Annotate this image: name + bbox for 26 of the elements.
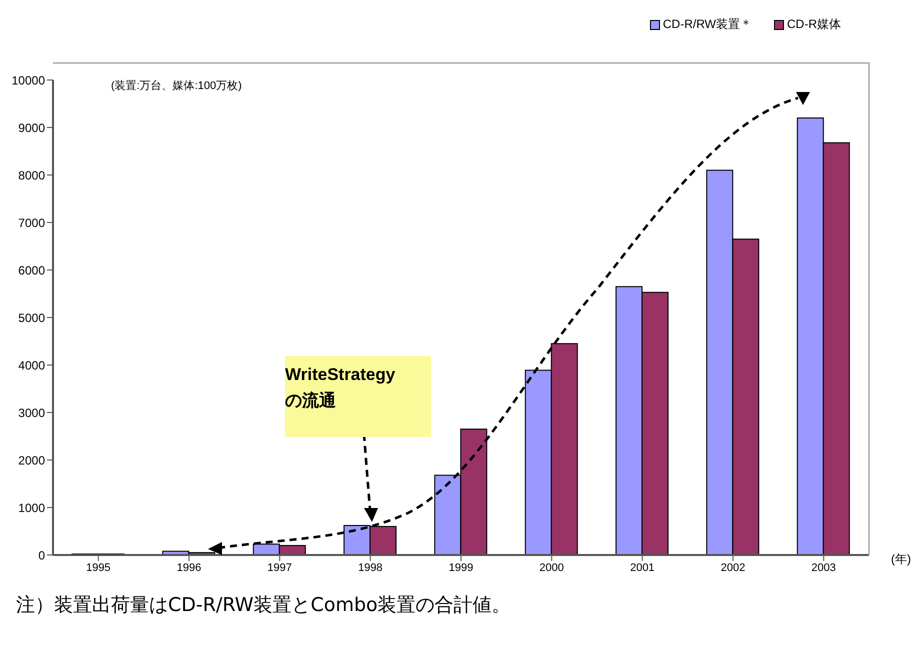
y-tick-label: 0 (38, 548, 46, 562)
x-tick-label: 1998 (358, 562, 383, 574)
text: 注）装置出荷量はCD-R/RW装置とCombo装置の合計値。 (16, 593, 511, 618)
y-tick-label: 8000 (18, 168, 46, 182)
x-tick-label: 2000 (539, 562, 564, 574)
x-tick-label: 2002 (720, 562, 746, 574)
annotation: WriteStrategy の流通 (285, 356, 431, 437)
annotation: (装置:万台、媒体:100万枚) (111, 79, 242, 93)
y-tick-label: 9000 (18, 120, 46, 135)
x-tick-label: 1997 (267, 562, 292, 574)
y-tick-label: 10000 (12, 73, 46, 88)
x-tick-label: 1996 (176, 562, 202, 574)
x-axis-title: (年) (891, 551, 911, 568)
legend-label: CD-R媒体 (786, 16, 841, 33)
y-tick-label: 1000 (18, 500, 46, 515)
legend-label: CD-R/RW装置＊ (662, 16, 752, 33)
y-tick-label: 2000 (18, 453, 46, 468)
x-tick-label: 2001 (630, 562, 655, 574)
x-tick-label: 1995 (86, 562, 111, 574)
y-tick-label: 7000 (18, 216, 46, 230)
y-tick-label: 5000 (18, 310, 46, 325)
y-tick-label: 6000 (18, 263, 46, 278)
y-tick-label: 3000 (18, 406, 46, 420)
x-tick-label: 2003 (811, 562, 836, 574)
x-tick-label: 1999 (448, 562, 474, 574)
y-tick-label: 4000 (18, 358, 46, 372)
